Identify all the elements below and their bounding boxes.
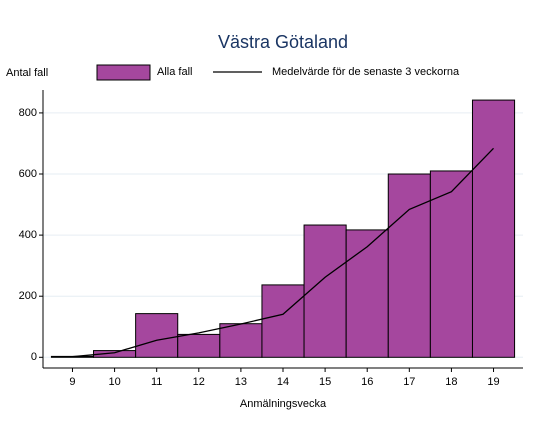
x-tick-label: 17 bbox=[403, 376, 415, 388]
bar bbox=[429, 170, 473, 358]
x-tick-label: 9 bbox=[69, 376, 75, 388]
y-tick-label: 0 bbox=[31, 351, 37, 363]
legend-swatch bbox=[96, 64, 151, 81]
bar bbox=[135, 313, 179, 358]
line bbox=[72, 147, 494, 358]
legend-label: Medelvärde för de senaste 3 veckorna bbox=[272, 66, 460, 78]
x-tick-label: 13 bbox=[235, 376, 247, 388]
bar bbox=[303, 224, 347, 358]
bar bbox=[471, 99, 516, 358]
x-tick-label: 11 bbox=[151, 376, 162, 388]
chart-title: Västra Götaland bbox=[218, 32, 348, 52]
x-tick-label: 16 bbox=[361, 376, 373, 388]
x-tick-label: 18 bbox=[445, 376, 457, 388]
bar bbox=[387, 173, 431, 358]
y-tick-label: 600 bbox=[19, 168, 37, 180]
x-tick-label: 15 bbox=[319, 376, 331, 388]
bar bbox=[177, 333, 221, 358]
x-tick-label: 14 bbox=[277, 376, 289, 388]
x-axis-label: Anmälningsvecka bbox=[240, 398, 327, 410]
y-axis-label: Antal fall bbox=[6, 67, 48, 79]
x-tick-label: 10 bbox=[108, 376, 120, 388]
y-tick-label: 400 bbox=[19, 229, 37, 241]
bar bbox=[261, 284, 305, 358]
bar bbox=[219, 323, 263, 358]
x-tick-label: 19 bbox=[487, 376, 499, 388]
x-tick-label: 12 bbox=[193, 376, 205, 388]
y-tick-label: 200 bbox=[19, 290, 37, 302]
y-tick-label: 800 bbox=[19, 107, 37, 119]
bar bbox=[345, 229, 389, 358]
legend-label: Alla fall bbox=[157, 66, 192, 78]
